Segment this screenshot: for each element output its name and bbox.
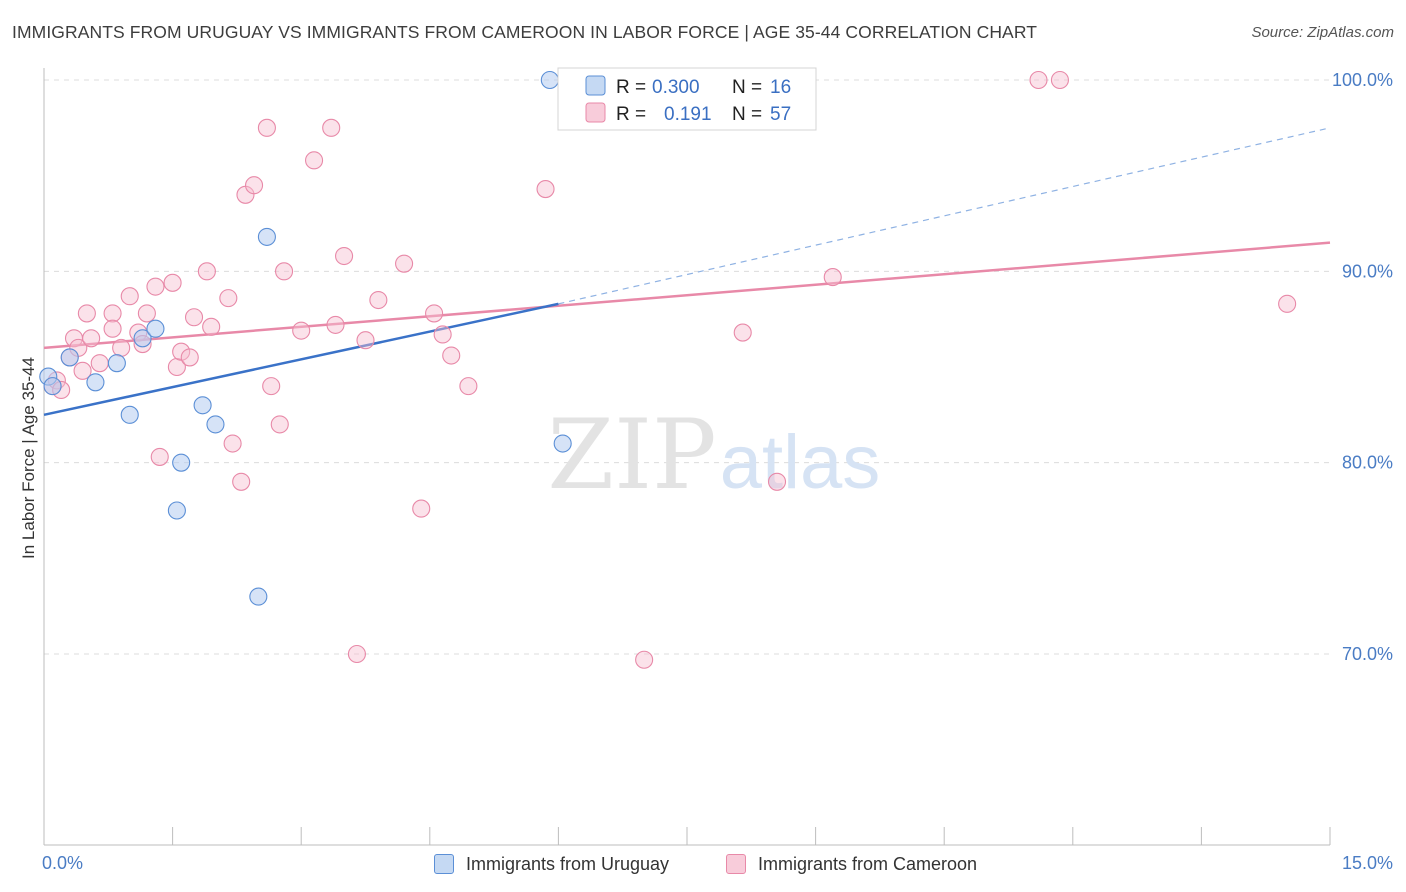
point-uruguay: [249, 587, 268, 606]
point-cameroon: [184, 308, 204, 327]
gridlines: 70.0% 80.0% 90.0% 100.0%: [44, 70, 1393, 664]
legend-swatch-uruguay: [585, 75, 606, 96]
point-cameroon: [292, 321, 311, 340]
legend-r-label-1: R =: [616, 77, 646, 98]
legend-item-uruguay: Immigrants from Uruguay: [434, 852, 669, 876]
trend-line-uruguay: [43, 302, 559, 417]
point-cameroon: [112, 338, 131, 357]
point-cameroon: [433, 325, 452, 344]
point-cameroon: [459, 377, 478, 396]
point-cameroon: [305, 151, 324, 170]
point-cameroon: [90, 354, 109, 373]
point-cameroon: [202, 317, 221, 336]
y-tick-label: 80.0%: [1342, 453, 1393, 473]
point-uruguay: [206, 415, 225, 434]
point-cameroon: [1029, 70, 1048, 90]
point-cameroon: [326, 315, 345, 334]
point-cameroon: [767, 472, 787, 491]
point-cameroon: [77, 304, 96, 323]
point-cameroon: [322, 118, 341, 137]
point-uruguay: [107, 354, 126, 373]
point-cameroon: [180, 348, 199, 367]
point-cameroon: [257, 118, 276, 137]
point-cameroon: [635, 650, 654, 669]
watermark: ZIP atlas: [547, 399, 880, 511]
point-uruguay: [193, 396, 212, 415]
point-cameroon: [163, 273, 182, 292]
point-uruguay: [257, 227, 276, 246]
point-cameroon: [335, 246, 354, 266]
point-cameroon: [197, 262, 216, 281]
data-points: [39, 70, 1297, 669]
source-label: Source: ZipAtlas.com: [1251, 24, 1394, 41]
point-cameroon: [442, 346, 461, 365]
legend-label-uruguay: Immigrants from Uruguay: [466, 853, 670, 874]
point-cameroon: [137, 304, 156, 323]
point-cameroon: [150, 447, 169, 466]
x-tick-label-max: 15.0%: [1342, 853, 1393, 873]
point-cameroon: [356, 331, 375, 350]
legend-r-value-1: 0.300: [652, 77, 700, 98]
point-cameroon: [244, 176, 264, 195]
point-uruguay: [60, 348, 79, 367]
legend-item-cameroon: Immigrants from Cameroon: [726, 852, 977, 876]
legend-n-label-1: N =: [732, 77, 762, 98]
legend-n-label-2: N =: [732, 104, 762, 125]
point-cameroon: [103, 304, 122, 323]
point-cameroon: [232, 472, 251, 491]
point-cameroon: [73, 361, 92, 380]
point-uruguay: [540, 70, 559, 90]
point-cameroon: [412, 499, 431, 518]
axes: 0.0% 15.0%: [42, 68, 1393, 873]
point-cameroon: [275, 262, 294, 281]
point-uruguay: [120, 405, 139, 424]
y-tick-label: 100.0%: [1332, 70, 1393, 90]
point-cameroon: [733, 323, 752, 342]
watermark-atlas: atlas: [720, 420, 881, 505]
y-axis-label: In Labor Force | Age 35-44: [19, 357, 38, 559]
point-uruguay: [167, 501, 186, 520]
correlation-legend: R = 0.300 N = 16 R = 0.191 N = 57: [557, 67, 817, 131]
legend-r-label-2: R =: [616, 104, 646, 125]
trend-line-cameroon: [43, 241, 1331, 350]
point-cameroon: [395, 254, 414, 273]
point-uruguay: [86, 373, 105, 392]
point-uruguay: [146, 319, 165, 338]
point-uruguay: [172, 453, 191, 472]
point-cameroon: [262, 377, 281, 396]
point-cameroon: [536, 180, 555, 199]
point-cameroon: [823, 268, 842, 287]
point-cameroon: [219, 289, 238, 308]
legend-swatch-uruguay-bottom: [434, 854, 454, 874]
trend-lines: [43, 127, 1331, 417]
point-cameroon: [425, 304, 444, 323]
point-cameroon: [1278, 294, 1297, 313]
point-uruguay: [133, 329, 152, 348]
y-tick-label: 90.0%: [1342, 261, 1393, 281]
watermark-zip: ZIP: [547, 399, 716, 511]
chart-title: IMMIGRANTS FROM URUGUAY VS IMMIGRANTS FR…: [12, 22, 1038, 42]
point-cameroon: [347, 644, 366, 664]
point-uruguay: [553, 434, 572, 453]
point-cameroon: [103, 319, 122, 338]
legend-swatch-cameroon-bottom: [726, 854, 746, 874]
point-cameroon: [223, 434, 242, 453]
y-tick-label: 70.0%: [1342, 644, 1393, 664]
point-cameroon: [146, 277, 165, 296]
x-tick-label-min: 0.0%: [42, 853, 83, 873]
point-cameroon: [1050, 70, 1069, 90]
point-cameroon: [369, 290, 388, 310]
legend-swatch-cameroon: [585, 102, 606, 123]
point-cameroon: [82, 329, 101, 348]
trend-line-uruguay-extended: [558, 127, 1331, 305]
point-uruguay: [43, 377, 62, 396]
legend-n-value-2: 57: [770, 104, 791, 125]
point-cameroon: [270, 415, 289, 434]
legend-n-value-1: 16: [770, 77, 791, 98]
point-cameroon: [120, 287, 139, 306]
legend-r-value-2: 0.191: [664, 104, 712, 125]
legend-label-cameroon: Immigrants from Cameroon: [758, 853, 978, 874]
